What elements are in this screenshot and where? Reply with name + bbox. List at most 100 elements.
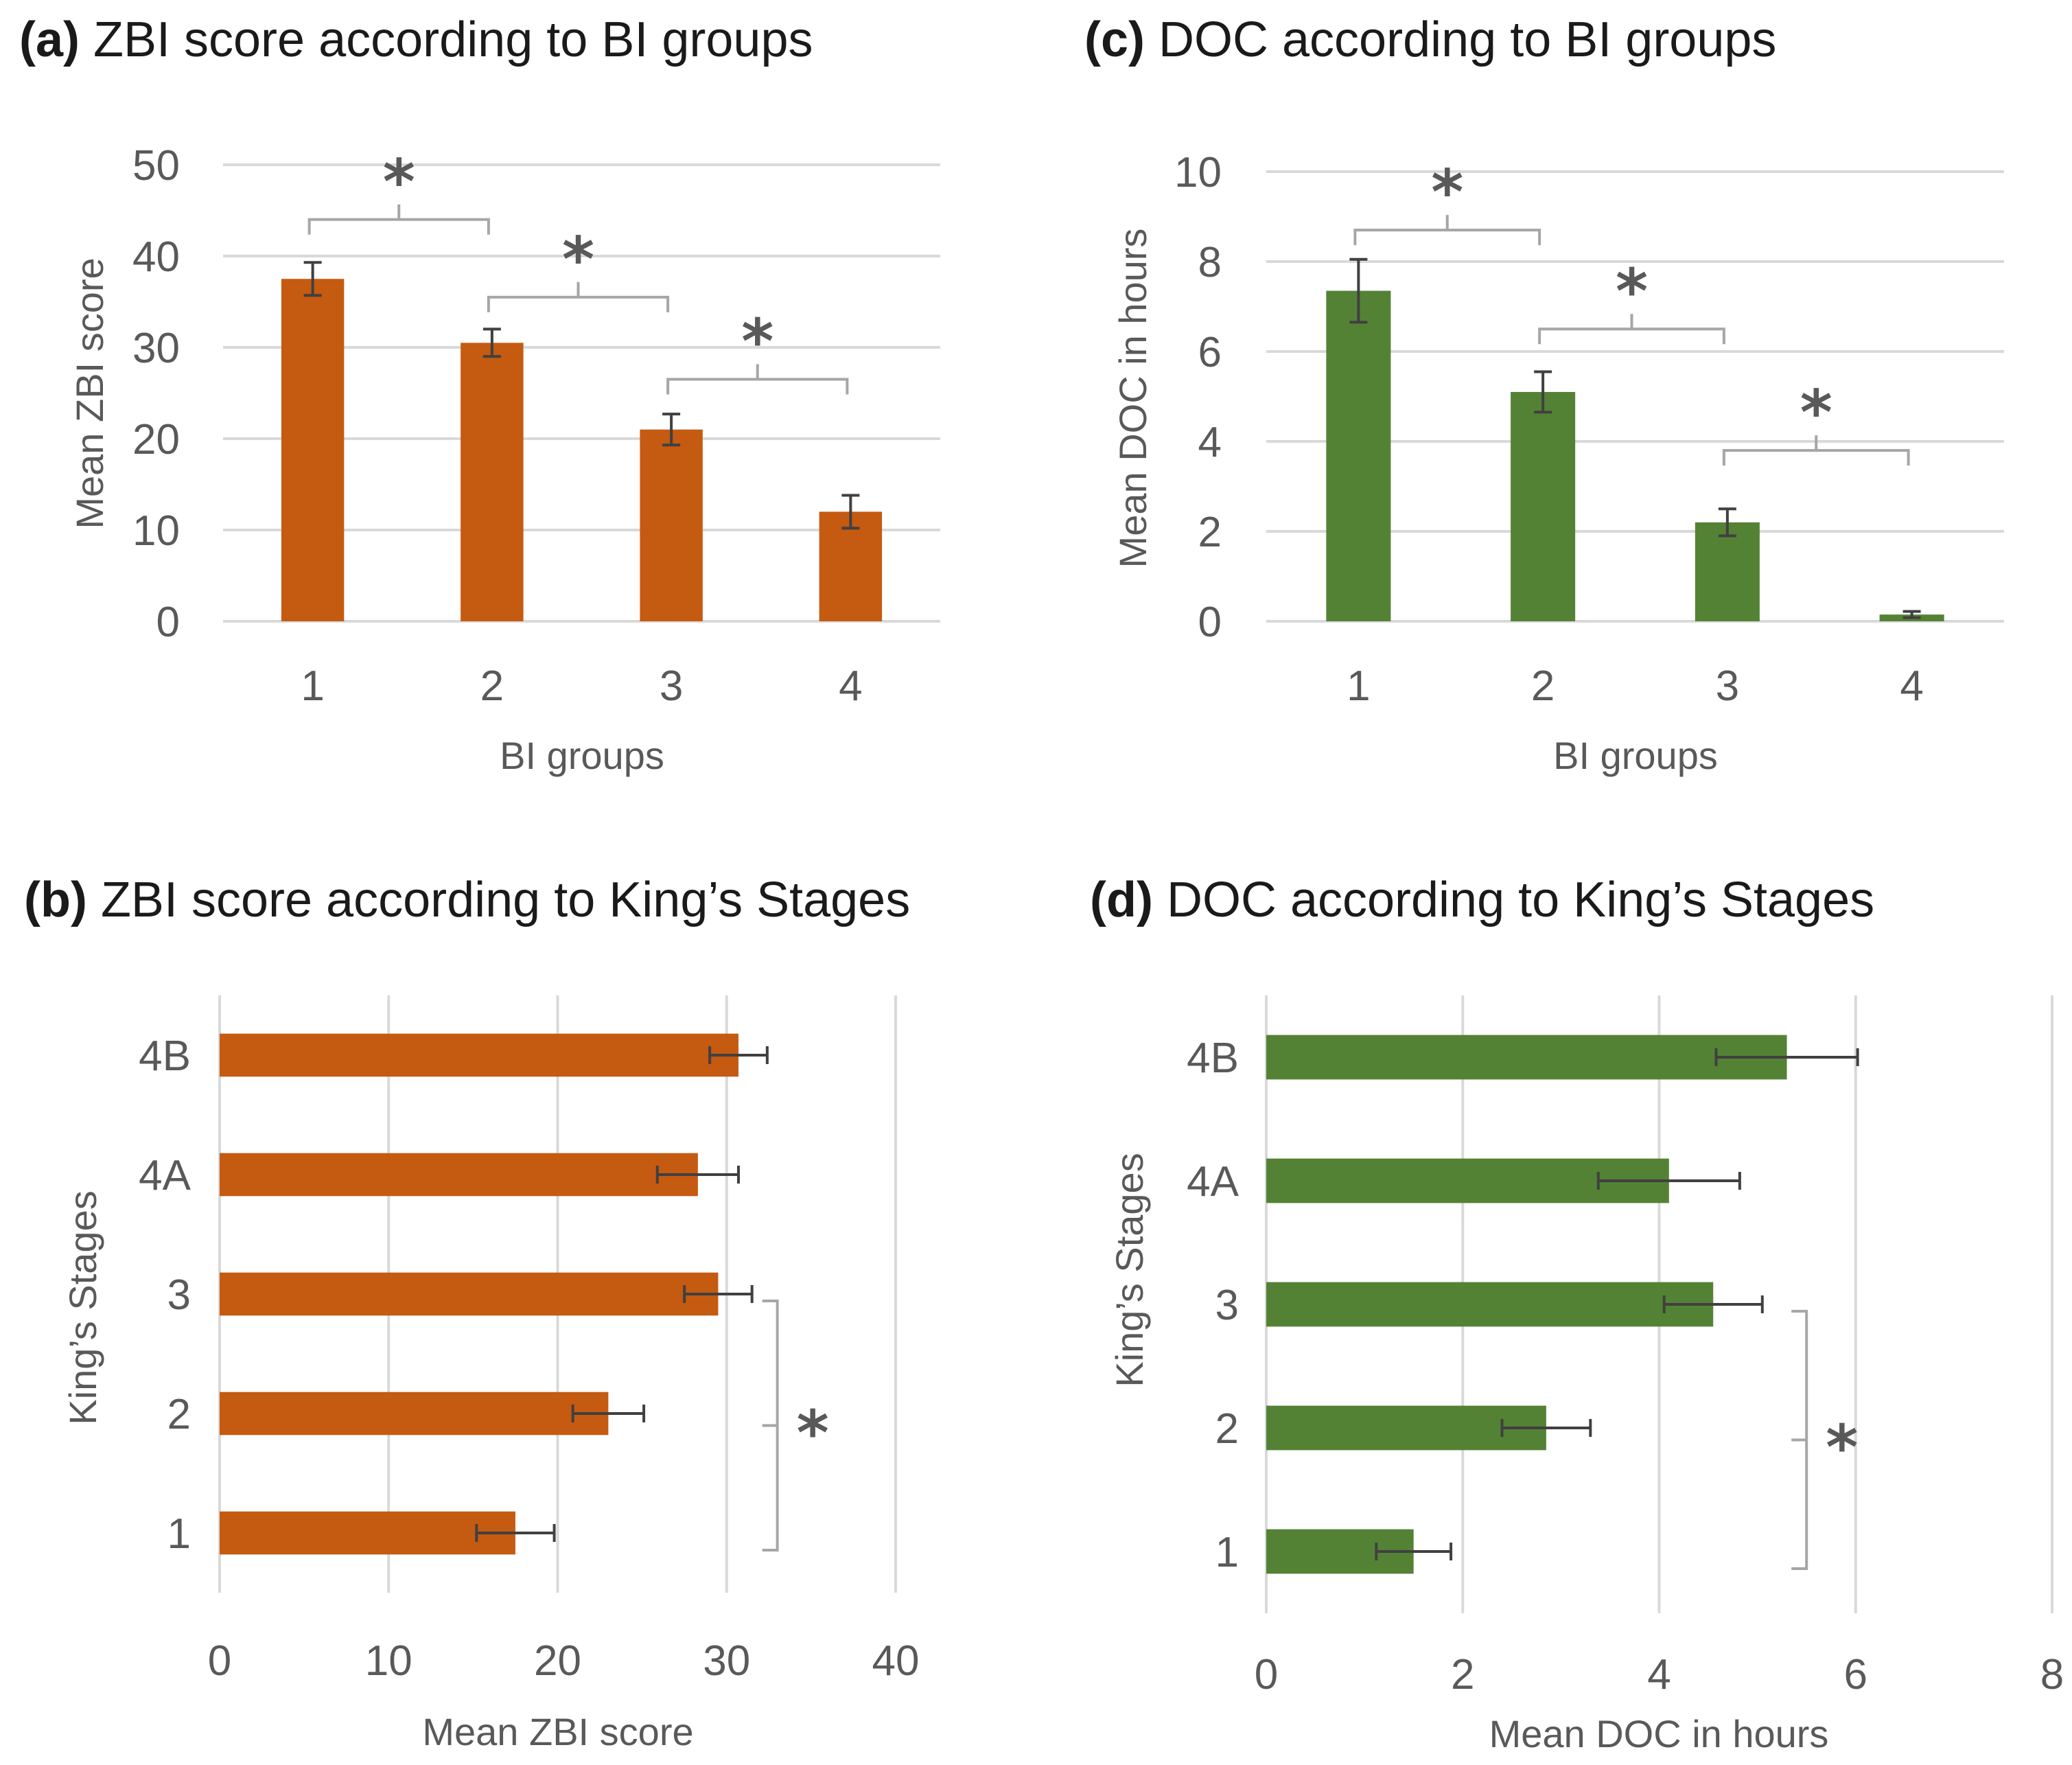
bar — [1326, 290, 1391, 621]
y-tick-label: 2 — [1198, 509, 1222, 556]
x-tick-label: 4 — [1647, 1651, 1671, 1698]
significance-star: * — [1431, 157, 1463, 229]
significance-bracket — [762, 1300, 779, 1551]
error-bar — [683, 1285, 754, 1303]
x-tick-label: 1 — [301, 662, 324, 710]
y-tick-label: 20 — [132, 416, 180, 463]
y-tick-label: 0 — [156, 599, 180, 646]
x-tick-label: 2 — [1451, 1651, 1474, 1698]
error-bar — [1534, 370, 1552, 414]
error-bar — [1714, 1048, 1859, 1066]
bar — [220, 1272, 719, 1316]
bar — [1266, 1282, 1714, 1327]
panel-tag: (b) — [24, 873, 87, 927]
significance-star: * — [741, 306, 773, 378]
bar — [461, 343, 524, 621]
panel-title: (c) DOC according to BI groups — [1084, 12, 1776, 67]
y-tick-label: 6 — [1198, 329, 1222, 376]
panel-tag: (c) — [1084, 12, 1145, 67]
y-tick-label: 4A — [1187, 1158, 1239, 1205]
error-bar — [1500, 1419, 1592, 1437]
significance-bracket — [1791, 1310, 1808, 1570]
x-tick-label: 4 — [839, 662, 862, 710]
y-tick-label: 1 — [1215, 1529, 1239, 1576]
error-bar — [1349, 257, 1368, 324]
y-axis-label: King’s Stages — [61, 1190, 104, 1424]
y-tick-label: 4B — [139, 1033, 191, 1080]
y-tick-label: 2 — [167, 1391, 191, 1438]
y-tick-label: 1 — [167, 1510, 191, 1558]
y-tick-label: 10 — [132, 507, 180, 555]
y-tick-label: 30 — [132, 325, 180, 372]
x-tick-label: 6 — [1844, 1651, 1867, 1698]
bar — [1511, 391, 1576, 621]
x-tick-label: 20 — [534, 1637, 581, 1685]
error-bar — [1375, 1543, 1453, 1560]
panel-title-text: DOC according to BI groups — [1145, 12, 1776, 67]
panel-title-text: ZBI score according to King’s Stages — [87, 873, 910, 927]
y-tick-label: 8 — [1198, 239, 1222, 286]
x-axis-label: BI groups — [500, 734, 664, 777]
panel-title-text: ZBI score according to BI groups — [80, 12, 813, 67]
x-tick-label: 0 — [208, 1637, 231, 1685]
y-tick-label: 4A — [139, 1152, 191, 1199]
significance-bracket — [1538, 314, 1725, 345]
x-tick-label: 3 — [660, 662, 683, 710]
error-bar — [708, 1046, 769, 1064]
error-bar — [662, 413, 681, 447]
error-bar — [1662, 1295, 1764, 1313]
y-axis-label: Mean DOC in hours — [1111, 229, 1154, 568]
x-tick-label: 30 — [703, 1637, 750, 1685]
significance-star: * — [562, 224, 594, 296]
panel-b: (b) ZBI score according to King’s Stages… — [24, 873, 919, 1753]
significance-bracket — [666, 364, 849, 395]
x-tick-label: 1 — [1347, 662, 1370, 710]
panel-title: (b) ZBI score according to King’s Stages — [24, 873, 910, 927]
significance-star: * — [1826, 1412, 1858, 1484]
bar — [220, 1511, 515, 1555]
bar — [220, 1392, 609, 1435]
y-tick-label: 2 — [1215, 1405, 1239, 1453]
x-tick-label: 40 — [872, 1637, 920, 1685]
x-tick-label: 2 — [1531, 662, 1555, 710]
y-tick-label: 4B — [1187, 1035, 1239, 1082]
x-tick-label: 4 — [1900, 662, 1923, 710]
error-bar — [482, 327, 501, 358]
y-axis-label: Mean ZBI score — [68, 257, 111, 529]
panel-d: (d) DOC according to King’s Stages 0 2 4 6 8 4… — [1090, 873, 2064, 1755]
panel-title: (a) ZBI score according to BI groups — [19, 12, 813, 67]
x-tick-label: 10 — [365, 1637, 412, 1685]
x-tick-label: 0 — [1255, 1651, 1278, 1698]
x-axis-label: Mean DOC in hours — [1489, 1712, 1829, 1755]
panel-tag: (d) — [1090, 873, 1153, 927]
y-tick-label: 40 — [132, 233, 180, 281]
y-tick-label: 3 — [167, 1271, 191, 1319]
panel-title: (d) DOC according to King’s Stages — [1090, 873, 1874, 927]
error-bar — [1718, 507, 1736, 538]
error-bar — [841, 494, 860, 530]
error-bar — [303, 261, 322, 297]
significance-star: * — [1800, 377, 1832, 449]
error-bar — [1902, 610, 1921, 619]
x-axis-label: BI groups — [1553, 734, 1718, 777]
bar — [1695, 522, 1760, 621]
significance-star: * — [383, 146, 415, 218]
x-tick-label: 3 — [1716, 662, 1739, 710]
significance-star: * — [797, 1398, 829, 1470]
bar — [640, 429, 703, 621]
error-bar — [475, 1524, 556, 1542]
y-tick-label: 10 — [1174, 149, 1222, 196]
bar — [1266, 1035, 1787, 1080]
significance-bracket — [487, 281, 670, 312]
significance-star: * — [1616, 255, 1648, 327]
error-bar — [1596, 1172, 1741, 1190]
bar — [281, 279, 345, 621]
x-tick-label: 8 — [2040, 1651, 2064, 1698]
error-bar — [655, 1166, 740, 1184]
y-tick-label: 3 — [1215, 1282, 1239, 1329]
y-tick-label: 50 — [132, 142, 180, 189]
panel-tag: (a) — [19, 12, 80, 67]
error-bar — [571, 1405, 646, 1422]
